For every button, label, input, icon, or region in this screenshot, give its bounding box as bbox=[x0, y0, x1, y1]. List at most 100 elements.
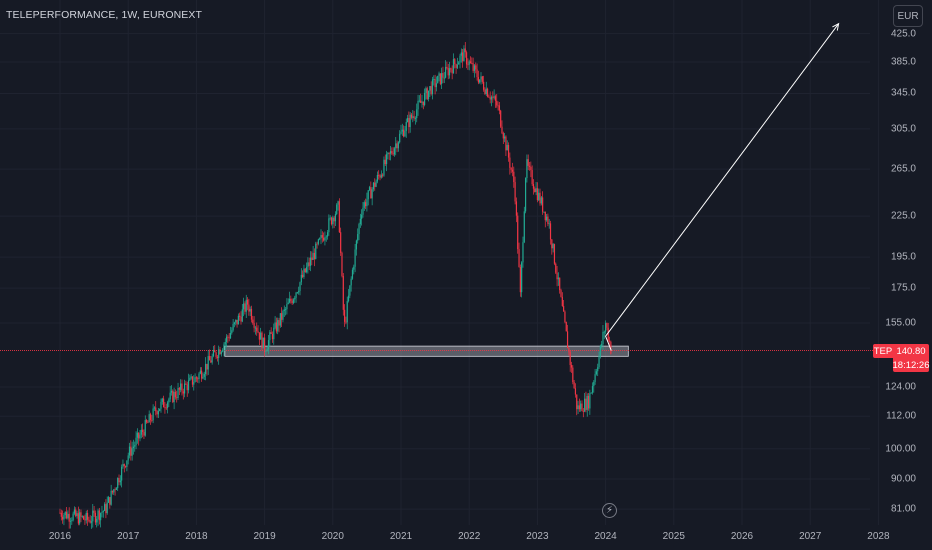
candle-body bbox=[284, 309, 287, 310]
candle-body bbox=[557, 277, 559, 280]
candle-body bbox=[605, 323, 607, 332]
candle-body bbox=[589, 393, 591, 409]
candle-body bbox=[362, 207, 364, 215]
candle-body bbox=[363, 202, 365, 208]
candle-body bbox=[517, 215, 519, 250]
lightning-icon[interactable]: ⚡︎ bbox=[602, 503, 617, 518]
candle-body bbox=[548, 223, 550, 225]
candle-body bbox=[361, 214, 363, 219]
candle-body bbox=[566, 331, 569, 349]
candle-body bbox=[549, 223, 552, 240]
candle-body bbox=[79, 512, 81, 524]
candle-body bbox=[372, 182, 375, 190]
candle-body bbox=[97, 510, 99, 519]
candle-body bbox=[73, 509, 76, 514]
candle-body bbox=[161, 398, 163, 402]
candle-body bbox=[505, 136, 507, 151]
candle-body bbox=[524, 178, 527, 212]
candle-body bbox=[265, 351, 267, 353]
candle-body bbox=[190, 376, 192, 378]
candle-body bbox=[400, 131, 402, 134]
time-tick-label: 2022 bbox=[458, 531, 481, 542]
candle-body bbox=[472, 63, 474, 71]
candle-body bbox=[576, 394, 578, 410]
candle-body bbox=[551, 239, 553, 249]
candle-body bbox=[456, 64, 458, 68]
time-tick-label: 2020 bbox=[321, 531, 344, 542]
price-tick-label: 345.0 bbox=[890, 87, 916, 99]
candle-body bbox=[222, 350, 224, 352]
candle-body bbox=[490, 96, 493, 100]
candle-body bbox=[144, 420, 146, 436]
candle-body bbox=[69, 520, 72, 522]
candle-body bbox=[370, 187, 372, 199]
candle-body bbox=[208, 356, 211, 361]
time-tick-label: 2017 bbox=[117, 531, 140, 542]
candle-body bbox=[258, 332, 260, 340]
candle-body bbox=[143, 432, 145, 436]
candle-body bbox=[338, 201, 340, 233]
candle-body bbox=[261, 332, 263, 349]
candle-body bbox=[340, 232, 342, 253]
candle-body bbox=[279, 313, 281, 326]
candle-body bbox=[547, 216, 549, 224]
candle-body bbox=[75, 509, 77, 517]
time-tick-label: 2027 bbox=[799, 531, 822, 542]
candle-body bbox=[266, 349, 268, 352]
candle-body bbox=[62, 516, 64, 520]
time-tick-label: 2026 bbox=[730, 531, 754, 542]
candle-body bbox=[119, 480, 121, 483]
time-tick-label: 2018 bbox=[185, 531, 208, 542]
candle-body bbox=[383, 159, 385, 176]
candle-body bbox=[246, 299, 249, 305]
candle-body bbox=[105, 504, 107, 514]
candle-body bbox=[92, 510, 94, 522]
candle-body bbox=[412, 116, 414, 118]
candle-body bbox=[101, 512, 103, 514]
candle-body bbox=[88, 519, 90, 521]
candle-body bbox=[455, 64, 457, 68]
candle-body bbox=[345, 321, 347, 323]
candle-body bbox=[507, 145, 510, 158]
candle-body bbox=[115, 488, 117, 490]
candle-body bbox=[130, 446, 132, 456]
candle-body bbox=[444, 66, 447, 78]
candle-body bbox=[206, 363, 208, 370]
candle-body bbox=[165, 407, 167, 409]
candle-body bbox=[544, 211, 546, 221]
candle-body bbox=[450, 68, 452, 70]
candle-body bbox=[535, 188, 537, 193]
candle-body bbox=[81, 516, 83, 518]
candle-body bbox=[521, 262, 523, 293]
candle-body bbox=[224, 341, 226, 345]
candle-body bbox=[232, 323, 234, 331]
candle-body bbox=[504, 136, 506, 139]
candle-body bbox=[290, 298, 292, 301]
candle-body bbox=[72, 513, 74, 521]
candle-body bbox=[194, 377, 196, 383]
candle-body bbox=[500, 110, 502, 127]
candle-body bbox=[540, 197, 542, 204]
candle-body bbox=[117, 477, 119, 489]
candle-body bbox=[522, 242, 524, 263]
candle-body bbox=[376, 174, 378, 182]
candle-body bbox=[305, 267, 308, 273]
price-tick-label: 265.0 bbox=[890, 163, 916, 175]
candle-body bbox=[598, 355, 600, 368]
candle-body bbox=[282, 311, 284, 320]
candle-body bbox=[347, 295, 350, 302]
candle-body bbox=[388, 152, 390, 154]
candle-body bbox=[262, 337, 264, 349]
candle-body bbox=[186, 384, 188, 391]
time-tick-label: 2025 bbox=[662, 531, 685, 542]
candle-body bbox=[573, 382, 575, 389]
candle-body bbox=[254, 327, 257, 329]
currency-button[interactable]: EUR bbox=[893, 5, 923, 27]
candle-body bbox=[273, 327, 275, 340]
candle-body bbox=[295, 292, 297, 298]
candle-body bbox=[274, 322, 276, 328]
candle-body bbox=[570, 365, 573, 368]
candle-body bbox=[498, 105, 500, 111]
candle-body bbox=[497, 105, 499, 107]
